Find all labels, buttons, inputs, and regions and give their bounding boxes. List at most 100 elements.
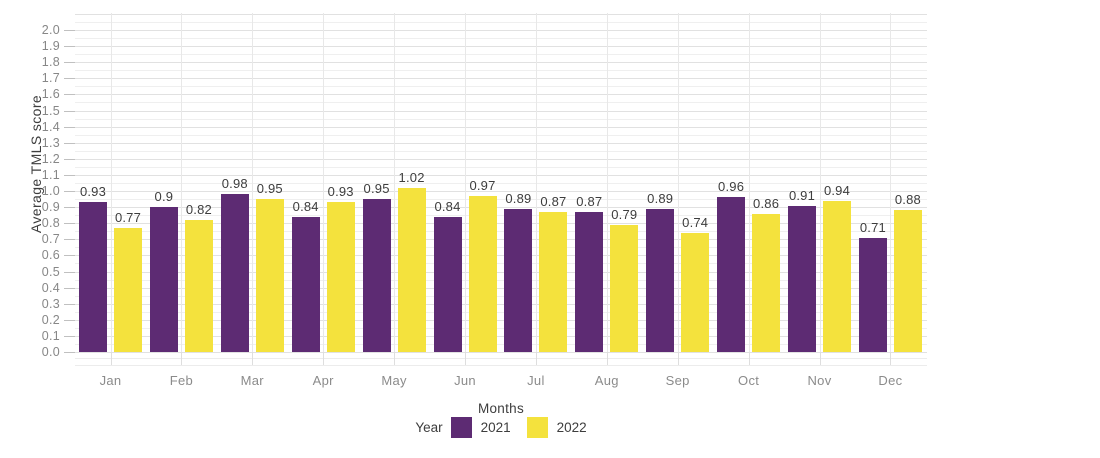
bar-value-label: 0.84 <box>292 198 319 214</box>
bar-2022-aug[interactable] <box>610 224 639 352</box>
minor-gridline <box>75 70 927 72</box>
y-tick-label: 1.7 <box>41 71 60 86</box>
major-gridline <box>75 46 927 48</box>
major-gridline <box>75 287 927 289</box>
y-tick-mark <box>64 207 75 209</box>
bar-2022-nov[interactable] <box>823 200 851 352</box>
x-tick-mark <box>535 352 537 365</box>
bar-2021-feb[interactable] <box>149 207 178 352</box>
bar-2021-mar[interactable] <box>220 194 249 352</box>
y-tick-mark <box>64 352 75 353</box>
y-tick-label: 0.6 <box>41 248 60 263</box>
y-tick-mark <box>64 191 75 192</box>
y-tick-mark <box>64 174 75 176</box>
legend-title: Year <box>415 420 443 435</box>
y-tick-mark <box>64 271 75 273</box>
minor-gridline <box>75 150 927 152</box>
bar-2021-nov[interactable] <box>788 205 816 352</box>
x-tick-mark <box>252 352 254 365</box>
y-tick-label: 0.1 <box>41 328 60 343</box>
y-tick-label: 0.8 <box>41 216 60 231</box>
major-gridline <box>75 223 927 225</box>
bar-value-label: 0.79 <box>611 206 638 222</box>
y-tick-label: 1.4 <box>41 119 60 134</box>
bar-2022-mar[interactable] <box>255 199 284 352</box>
y-tick-label: 2.0 <box>41 23 60 37</box>
major-gridline <box>75 191 927 192</box>
major-gridline <box>75 207 927 209</box>
bar-value-label: 0.93 <box>79 184 107 200</box>
bar-2021-dec[interactable] <box>858 237 887 352</box>
y-tick-label: 1.6 <box>41 87 60 102</box>
month-center-gridline <box>323 13 325 352</box>
major-gridline <box>75 62 927 64</box>
minor-gridline <box>75 327 927 329</box>
y-tick-label: 1.3 <box>41 135 60 150</box>
month-center-gridline <box>819 13 821 352</box>
legend-item-2021[interactable]: 2021 <box>450 417 511 438</box>
bar-2021-jun[interactable] <box>433 216 462 352</box>
major-gridline <box>75 126 927 128</box>
x-tick-mark <box>181 352 183 365</box>
bar-2021-sep[interactable] <box>646 208 675 352</box>
major-gridline <box>75 335 927 337</box>
bar-value-label: 0.71 <box>859 219 886 235</box>
bar-2021-jul[interactable] <box>504 208 533 352</box>
legend-item-2022[interactable]: 2022 <box>526 417 587 438</box>
x-tick-mark <box>606 352 608 365</box>
bar-value-label: 0.96 <box>718 179 745 195</box>
month-center-gridline <box>110 13 112 352</box>
y-tick-mark <box>64 142 75 144</box>
bar-2022-may[interactable] <box>397 187 426 352</box>
y-tick-label: 1.1 <box>41 167 60 182</box>
major-gridline <box>75 174 927 176</box>
x-tick-mark <box>819 352 821 365</box>
bar-2021-aug[interactable] <box>575 211 604 352</box>
minor-gridline <box>75 215 927 217</box>
bar-value-label: 0.87 <box>576 193 603 209</box>
bar-2022-jul[interactable] <box>539 211 568 352</box>
bar-2021-may[interactable] <box>362 199 391 352</box>
sub-axis-line <box>75 357 927 359</box>
bar-2022-sep[interactable] <box>681 232 710 352</box>
minor-gridline <box>75 102 927 104</box>
bar-2022-oct[interactable] <box>752 213 781 352</box>
y-tick-label: 1.0 <box>41 184 60 198</box>
minor-gridline <box>75 295 927 297</box>
bar-2021-oct[interactable] <box>717 197 746 352</box>
bar-2021-apr[interactable] <box>291 216 320 352</box>
bar-2022-jan[interactable] <box>114 228 142 352</box>
bar-value-label: 0.88 <box>894 192 921 208</box>
month-center-gridline <box>181 13 183 352</box>
bar-2022-feb[interactable] <box>184 219 213 352</box>
bar-value-label: 0.74 <box>682 214 709 230</box>
bar-value-label: 1.02 <box>398 169 425 185</box>
major-gridline <box>75 78 927 80</box>
legend-label-2021: 2021 <box>480 420 511 435</box>
x-tick-mark <box>890 352 892 365</box>
x-tick-label-may: May <box>381 373 407 388</box>
y-tick-label: 1.2 <box>41 151 60 166</box>
bar-2022-apr[interactable] <box>326 202 355 352</box>
y-tick-mark <box>64 255 75 257</box>
y-tick-label: 0.7 <box>41 232 60 247</box>
bar-2022-jun[interactable] <box>468 195 497 352</box>
x-tick-label-mar: Mar <box>240 373 264 388</box>
minor-gridline <box>75 86 927 88</box>
bar-2022-dec[interactable] <box>893 210 922 352</box>
x-tick-mark <box>323 352 325 365</box>
legend-swatch-2022[interactable] <box>526 417 548 438</box>
x-tick-label-feb: Feb <box>169 373 194 388</box>
x-tick-mark <box>677 352 679 365</box>
y-tick-label: 1.5 <box>41 103 60 118</box>
legend-label-2022: 2022 <box>556 420 587 435</box>
x-tick-label-sep: Sep <box>665 373 690 388</box>
y-tick-mark <box>64 30 75 31</box>
minor-gridline <box>75 231 927 233</box>
legend-swatch-2021[interactable] <box>450 417 472 438</box>
major-gridline <box>75 239 927 241</box>
major-gridline <box>75 13 927 15</box>
bar-2021-jan[interactable] <box>79 202 107 352</box>
minor-gridline <box>75 343 927 345</box>
